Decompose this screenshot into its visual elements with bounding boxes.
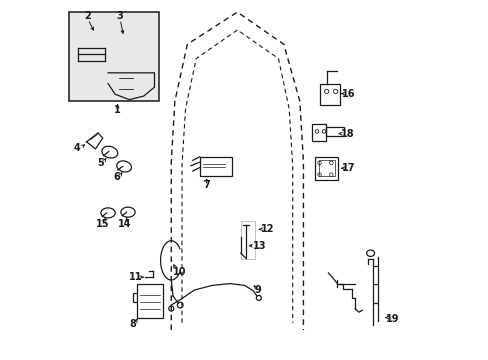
Text: 2: 2 [84,12,91,21]
Text: 6: 6 [113,172,120,183]
Text: 19: 19 [385,314,399,324]
Text: 16: 16 [342,89,355,99]
Text: 17: 17 [342,163,355,173]
Text: 8: 8 [129,319,136,329]
Text: 1: 1 [114,105,121,115]
Text: 3: 3 [117,12,123,21]
Text: 5: 5 [97,158,104,168]
Text: 10: 10 [172,267,186,277]
Text: 18: 18 [340,129,353,139]
Text: 12: 12 [261,224,274,234]
Text: 14: 14 [118,219,131,229]
Text: 4: 4 [73,143,80,153]
Text: 11: 11 [129,272,142,282]
Text: 9: 9 [254,285,261,295]
Text: 15: 15 [95,219,109,229]
Text: 7: 7 [203,180,209,190]
FancyBboxPatch shape [69,12,159,102]
Text: 13: 13 [252,241,265,251]
